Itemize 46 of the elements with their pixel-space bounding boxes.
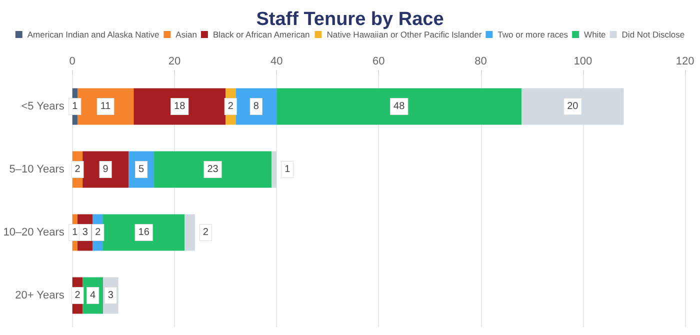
data-label: 3 <box>82 227 88 238</box>
data-label: 11 <box>100 101 112 112</box>
x-tick-label: 100 <box>574 56 592 68</box>
data-label: 48 <box>394 101 406 112</box>
data-label: 1 <box>284 164 291 175</box>
data-label: 4 <box>90 290 96 301</box>
data-label: 1 <box>72 101 78 112</box>
legend-label: Asian <box>176 30 198 40</box>
x-tick-label: 60 <box>372 56 385 68</box>
x-tick-label: 120 <box>676 56 694 68</box>
data-label: 23 <box>207 164 219 175</box>
bar <box>522 88 624 125</box>
legend-label: Native Hawaiian or Other Pacific Islander <box>326 30 482 40</box>
data-label: 18 <box>174 101 186 112</box>
bar <box>134 88 226 125</box>
bar <box>271 151 277 188</box>
data-label: 2 <box>74 164 81 175</box>
bar <box>154 151 272 188</box>
y-tick-label: 5–10 Years <box>9 164 65 176</box>
y-tick-label: 20+ Years <box>15 290 65 302</box>
data-label: 9 <box>102 164 109 175</box>
data-label: 20 <box>567 101 579 112</box>
data-label: 1 <box>72 227 78 238</box>
chart-title: Staff Tenure by Race <box>256 9 444 30</box>
legend-label: White <box>584 30 606 40</box>
x-tick-label: 80 <box>474 56 487 68</box>
x-tick-label: 20 <box>168 56 181 68</box>
x-tick-label: 0 <box>69 56 76 68</box>
y-tick-label: 10–20 Years <box>3 226 65 238</box>
data-label: 5 <box>138 164 145 175</box>
data-label: 2 <box>202 227 209 238</box>
legend-label: Black or African American <box>212 30 310 40</box>
data-label: 2 <box>95 227 102 238</box>
legend-label: Two or more races <box>498 30 568 40</box>
data-label: 3 <box>108 290 114 301</box>
legend-label: American Indian and Alaska Native <box>27 30 160 40</box>
legend-label: Did Not Disclose <box>622 30 685 40</box>
bar <box>276 88 522 125</box>
data-label: 2 <box>74 290 81 301</box>
data-label: 16 <box>138 227 150 238</box>
data-label: 8 <box>253 101 260 112</box>
y-tick-label: <5 Years <box>21 100 65 112</box>
x-tick-label: 40 <box>270 56 283 68</box>
bar <box>184 214 195 251</box>
bar <box>103 214 185 251</box>
data-label: 2 <box>228 101 234 112</box>
